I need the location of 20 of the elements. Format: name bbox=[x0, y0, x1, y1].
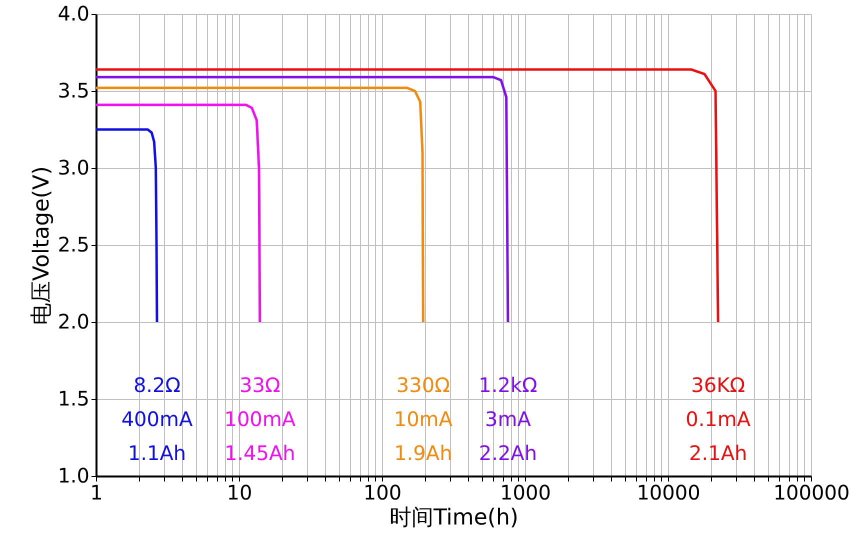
annotation: 1.2kΩ 3mA 2.2Ah bbox=[478, 373, 538, 465]
annotation: 33Ω 100mA 1.45Ah bbox=[224, 373, 296, 465]
y-tick-label: 2.5 bbox=[58, 232, 90, 256]
y-tick-label: 2.0 bbox=[58, 310, 90, 334]
x-tick-label: 100000 bbox=[773, 480, 850, 504]
y-axis-title: 电压Voltage(V) bbox=[30, 166, 55, 325]
x-tick-label: 10 bbox=[226, 480, 252, 504]
x-tick-label: 1 bbox=[90, 480, 103, 504]
y-tick-label: 1.0 bbox=[58, 464, 90, 488]
annotation: 8.2Ω 400mA 1.1Ah bbox=[121, 373, 193, 465]
y-tick-label: 3.5 bbox=[58, 78, 90, 102]
y-tick-label: 4.0 bbox=[58, 2, 90, 26]
x-tick-label: 1000 bbox=[500, 480, 551, 504]
x-tick-label: 10000 bbox=[636, 480, 700, 504]
x-tick-label: 100 bbox=[363, 480, 402, 504]
annotation: 36KΩ 0.1mA 2.1Ah bbox=[686, 373, 751, 465]
x-axis-title: 时间Time(h) bbox=[390, 506, 518, 530]
y-tick-label: 3.0 bbox=[58, 156, 90, 180]
annotation: 330Ω 10mA 1.9Ah bbox=[394, 373, 453, 465]
y-tick-label: 1.5 bbox=[58, 386, 90, 410]
